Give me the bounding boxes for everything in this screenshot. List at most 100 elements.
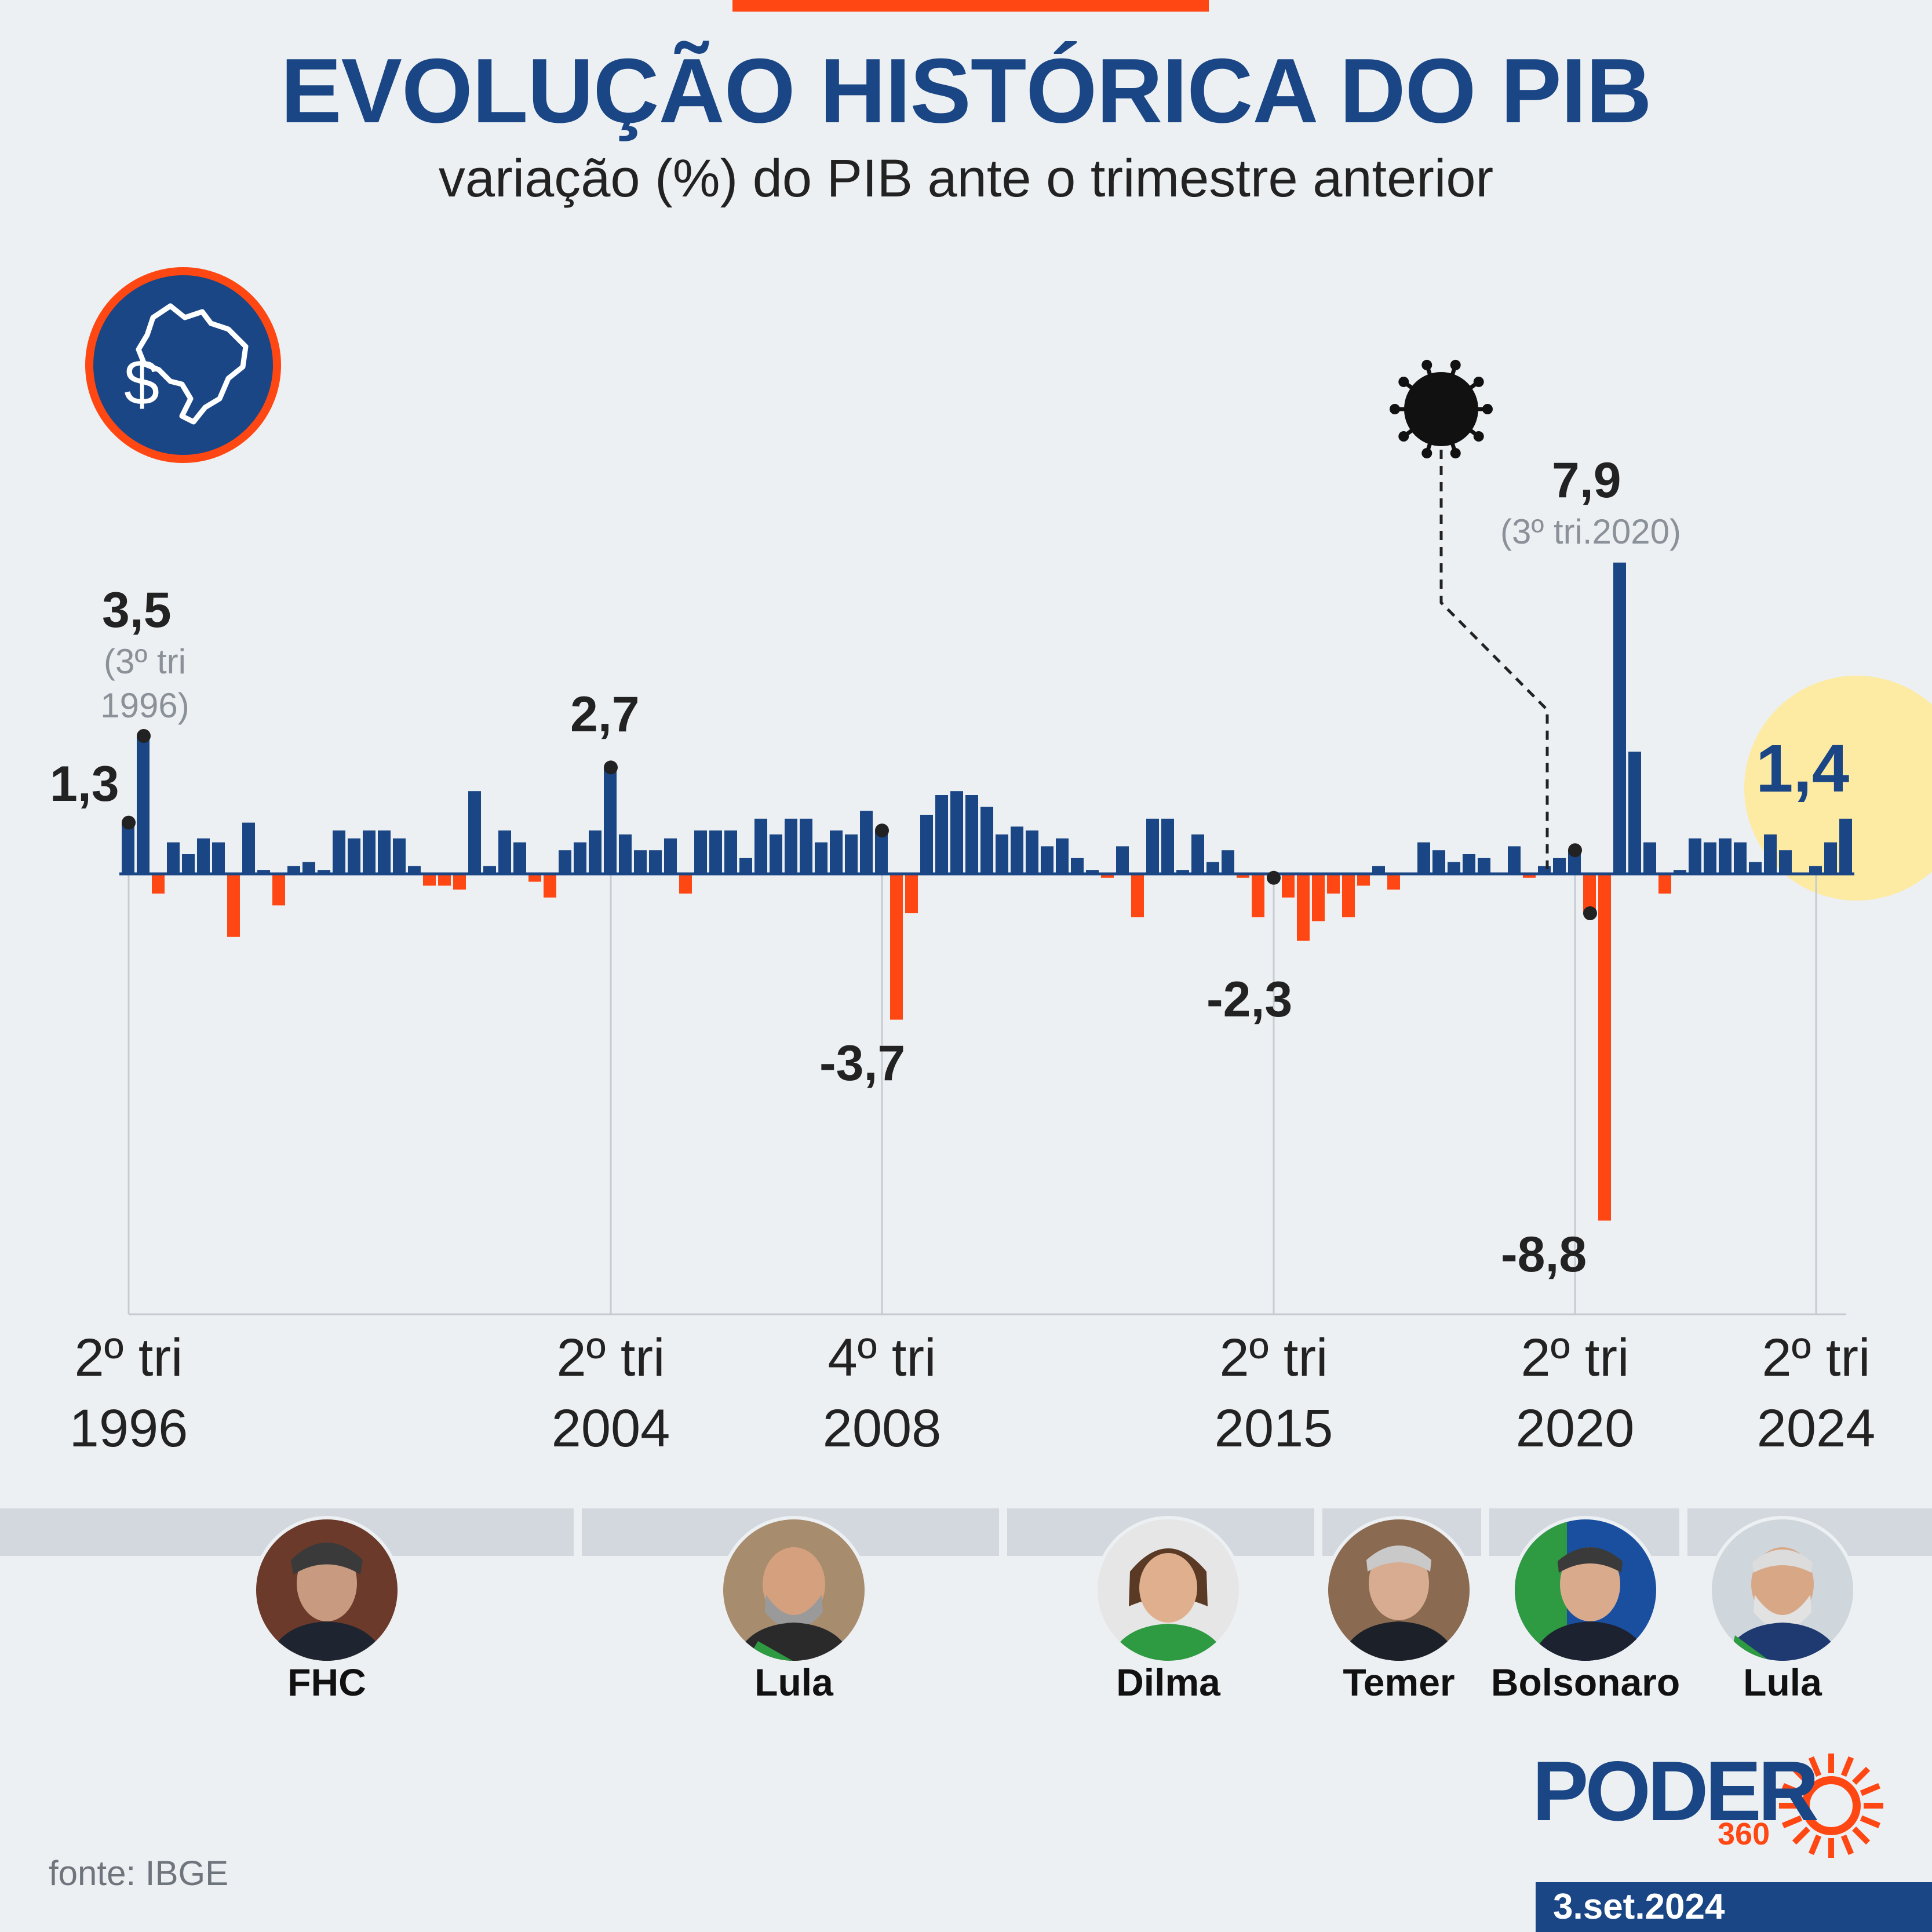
bar-104: [1689, 838, 1701, 874]
x-tick-label-2: 4º tri 2008: [789, 1322, 975, 1464]
annotation-dot-4: [1267, 870, 1281, 885]
note-3-5-line1: (3º tri: [104, 642, 186, 681]
bar-109: [1764, 834, 1777, 874]
bar-70: [1176, 870, 1189, 874]
bar-114: [1839, 818, 1852, 874]
bar-72: [1206, 862, 1219, 874]
bar-36: [664, 838, 677, 874]
bar-65: [1101, 874, 1114, 878]
bar-11: [287, 866, 300, 874]
bar-8: [242, 822, 255, 874]
bar-61: [1041, 846, 1054, 874]
avatar-fhc: [256, 1519, 398, 1661]
bar-48: [845, 834, 858, 874]
bar-40: [724, 830, 737, 874]
bar-74: [1237, 874, 1249, 878]
president-name-fhc: FHC: [287, 1661, 366, 1704]
brand-sun-ray: [1852, 1827, 1871, 1845]
label-minus-3-7: -3,7: [819, 1036, 906, 1091]
bar-24: [483, 866, 496, 874]
bar-20: [423, 874, 436, 886]
bar-97: [1583, 874, 1596, 913]
highlight-circle: [1744, 676, 1932, 901]
bar-59: [1011, 826, 1023, 874]
bar-60: [1026, 830, 1038, 874]
bar-99: [1613, 562, 1626, 874]
publication-date: 3.set.2024: [1536, 1882, 1932, 1932]
brand-sun-ray: [1781, 1782, 1803, 1796]
note-3-5-line2: 1996): [100, 686, 189, 725]
x-tick-year: 2024: [1756, 1399, 1876, 1458]
x-tick-quarter: 2º tri: [1521, 1328, 1630, 1387]
covid-leader-line: [1439, 450, 1549, 869]
brand-sun-ray: [1840, 1834, 1854, 1856]
bar-71: [1191, 834, 1204, 874]
bar-73: [1222, 850, 1234, 874]
bar-103: [1674, 870, 1686, 874]
bar-43: [770, 834, 782, 874]
bar-30: [574, 842, 586, 874]
virus-spike-tip-9: [1473, 376, 1484, 387]
bar-15: [348, 838, 360, 874]
bar-13: [318, 870, 330, 874]
bar-33: [619, 834, 632, 874]
x-tick-quarter: 4º tri: [828, 1328, 936, 1387]
bar-64: [1086, 870, 1099, 874]
bar-84: [1387, 874, 1400, 890]
annotation-dot-0: [122, 815, 136, 830]
bar-44: [785, 818, 797, 874]
bar-102: [1658, 874, 1671, 894]
label-latest-1-4: 1,4: [1756, 731, 1850, 806]
brand-sun-ray: [1860, 1782, 1881, 1796]
bar-55: [950, 791, 963, 874]
bar-75: [1252, 874, 1264, 917]
bar-83: [1372, 866, 1385, 874]
bar-28: [544, 874, 556, 898]
avatar-dilma: [1098, 1519, 1239, 1661]
virus-spike-tip-7: [1421, 359, 1432, 370]
bar-51: [890, 874, 903, 1020]
bar-29: [559, 850, 571, 874]
x-tick-year: 2015: [1214, 1399, 1333, 1458]
bar-19: [408, 866, 421, 874]
brand-sun-ray: [1792, 1827, 1810, 1845]
x-tick-quarter: 2º tri: [1219, 1328, 1328, 1387]
chart-title: EVOLUÇÃO HISTÓRICA DO PIB: [280, 40, 1652, 142]
bar-21: [438, 874, 451, 886]
virus-spike-tip-1: [1473, 431, 1484, 442]
bar-27: [528, 874, 541, 882]
bar-chart: [119, 359, 1932, 1315]
bar-25: [498, 830, 511, 874]
x-tick-quarter: 2º tri: [556, 1328, 665, 1387]
x-tick-label-5: 2º tri 2024: [1723, 1322, 1909, 1464]
bar-95: [1553, 858, 1566, 874]
avatar-lula-1: [723, 1519, 865, 1661]
x-tick-label-3: 2º tri 2015: [1181, 1322, 1366, 1464]
source-note: fonte: IBGE: [49, 1854, 229, 1893]
bar-45: [800, 818, 812, 874]
x-tick-year: 2004: [551, 1399, 670, 1458]
bar-52: [905, 874, 918, 913]
bar-100: [1628, 752, 1641, 874]
bar-42: [754, 818, 767, 874]
annotation-dot-2: [604, 760, 618, 775]
bar-92: [1508, 846, 1521, 874]
money-brazil-map-icon: $: [85, 267, 281, 463]
bar-17: [378, 830, 391, 874]
bar-10: [272, 874, 285, 906]
bar-12: [302, 862, 315, 874]
bar-38: [694, 830, 707, 874]
bar-58: [996, 834, 1008, 874]
bar-5: [197, 838, 210, 874]
bar-26: [513, 842, 526, 874]
avatar-temer: [1328, 1519, 1470, 1661]
bar-93: [1523, 874, 1536, 878]
bar-7: [227, 874, 240, 937]
coronavirus-icon: [1404, 372, 1478, 446]
bar-63: [1071, 858, 1084, 874]
bar-86: [1417, 842, 1430, 874]
avatar-bolsonaro: [1515, 1519, 1656, 1661]
virus-spike-tip-5: [1390, 404, 1400, 414]
bar-79: [1312, 874, 1325, 921]
bar-4: [182, 854, 195, 874]
